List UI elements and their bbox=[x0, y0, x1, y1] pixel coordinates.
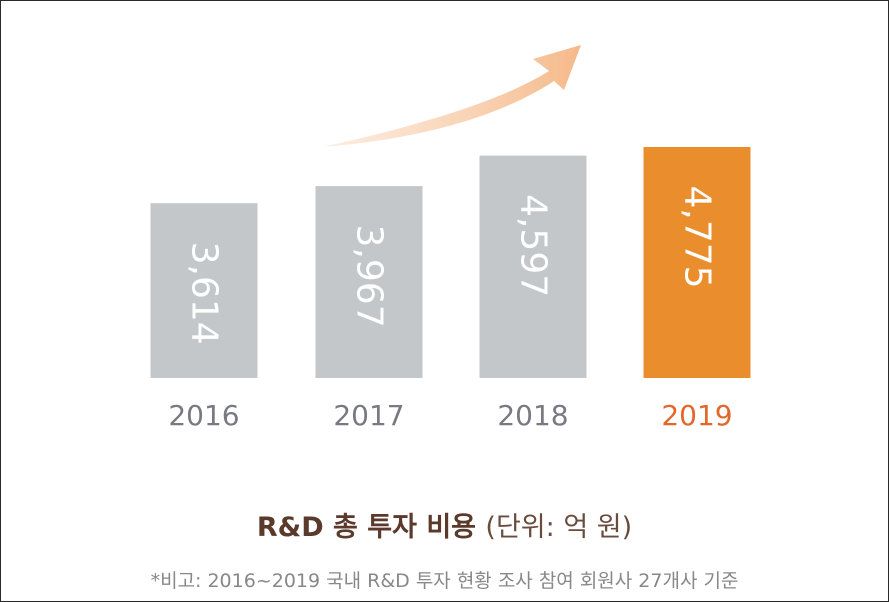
trend-arrow bbox=[323, 45, 581, 147]
bar-2019 bbox=[643, 147, 751, 378]
bar-2017 bbox=[315, 186, 423, 378]
chart-caption: R&D 총 투자 비용 (단위: 억 원) bbox=[1, 505, 888, 544]
x-tick-label-2018: 2018 bbox=[497, 399, 568, 432]
x-tick-label-2016: 2016 bbox=[168, 399, 239, 432]
bar-2016 bbox=[150, 203, 258, 378]
bar-2018 bbox=[479, 155, 587, 378]
x-tick-label-2017: 2017 bbox=[333, 399, 404, 432]
chart-note: *비고: 2016~2019 국내 R&D 투자 현황 조사 참여 회원사 27… bbox=[150, 570, 739, 592]
bar-value-label-2017: 3,967 bbox=[349, 225, 390, 328]
bar-value-label-2018: 4,597 bbox=[513, 194, 554, 297]
x-tick-label-2019: 2019 bbox=[661, 399, 732, 432]
chart-unit: (단위: 억 원) bbox=[485, 512, 633, 543]
chart-title: R&D 총 투자 비용 bbox=[256, 512, 477, 543]
bar-value-label-2019: 4,775 bbox=[677, 185, 718, 288]
bar-chart: 3,614 3,967 4,597 4,775 2016 2017 2018 2019 bbox=[150, 45, 751, 432]
bar-value-label-2016: 3,614 bbox=[184, 242, 225, 345]
